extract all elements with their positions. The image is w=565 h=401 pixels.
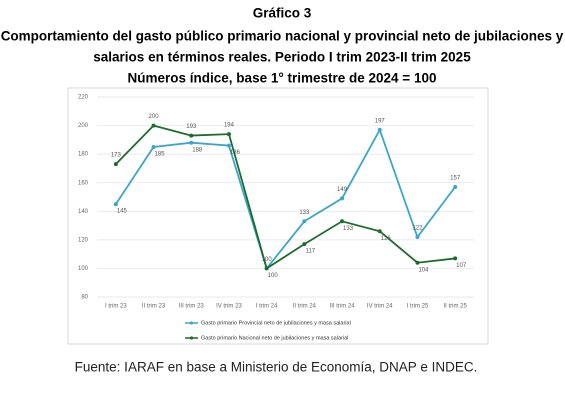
data-label: 193 [186, 124, 197, 130]
data-point [453, 256, 458, 261]
data-label: 100 [268, 273, 279, 279]
series-line [115, 124, 456, 270]
data-label: 122 [412, 226, 423, 232]
source: Fuente: IARAF en base a Ministerio de Ec… [75, 360, 478, 375]
data-point [302, 242, 307, 247]
chart-subtitle: Números índice, base 1° trimestre de 202… [128, 71, 437, 86]
chart-title: Gráfico 3 [253, 6, 312, 21]
y-tick-label: 140 [78, 209, 89, 215]
data-point [340, 219, 345, 224]
data-point [189, 133, 194, 138]
data-label: 149 [337, 187, 348, 193]
x-tick-label: II trim 23 [142, 304, 166, 310]
x-tick-label: IV trim 24 [367, 304, 393, 310]
y-tick-label: 220 [78, 95, 89, 101]
data-label: 126 [381, 236, 392, 242]
data-point [151, 145, 156, 149]
data-label: 104 [418, 267, 429, 273]
data-point [151, 123, 156, 128]
chart-frame [67, 87, 489, 345]
data-point [264, 266, 269, 271]
data-label: 185 [155, 152, 166, 158]
x-tick-label: I trim 23 [105, 304, 127, 310]
data-label: 197 [375, 118, 386, 124]
x-tick-label: II trim 25 [443, 304, 467, 310]
data-label: 194 [224, 123, 235, 129]
data-label: 186 [230, 150, 241, 156]
legend-marker [189, 321, 194, 325]
data-point [377, 229, 382, 234]
data-point [377, 127, 382, 132]
data-point [340, 196, 345, 201]
y-tick-label: 180 [78, 152, 89, 158]
data-label: 133 [343, 226, 354, 232]
data-label: 157 [450, 176, 461, 182]
data-label: 133 [299, 210, 310, 216]
data-point [415, 260, 420, 265]
y-tick-label: 100 [78, 266, 89, 272]
data-point [453, 185, 458, 189]
x-tick-label: I trim 24 [256, 304, 278, 310]
data-label: 100 [262, 257, 273, 263]
legend-label: Gasto primario Provincial neto de jubila… [201, 320, 351, 326]
y-tick-label: 80 [81, 295, 88, 301]
y-tick-label: 200 [78, 123, 89, 129]
series-line [115, 127, 456, 271]
chart-subtitle: Comportamiento del gasto público primari… [1, 29, 564, 44]
data-point [113, 202, 118, 207]
legend-marker [189, 336, 194, 340]
data-point [226, 143, 231, 148]
data-label: 107 [456, 263, 467, 269]
data-label: 173 [111, 153, 122, 159]
data-label: 188 [192, 147, 203, 153]
x-tick-label: I trim 25 [407, 304, 429, 310]
data-point [189, 140, 194, 145]
data-label: 117 [306, 249, 316, 255]
x-tick-label: III trim 24 [330, 304, 356, 310]
data-point [226, 132, 231, 137]
legend-label: Gasto primario Nacional neto de jubilaci… [201, 335, 348, 341]
x-tick-label: IV trim 23 [216, 304, 242, 310]
data-point [302, 219, 307, 224]
data-point [415, 235, 420, 239]
y-tick-label: 160 [78, 180, 89, 186]
y-tick-label: 120 [78, 237, 89, 243]
x-tick-label: III trim 23 [179, 304, 205, 310]
data-point [113, 162, 118, 167]
x-tick-label: II trim 24 [293, 304, 317, 310]
chart-subtitle: salarios en términos reales. Periodo I t… [93, 50, 471, 65]
data-label: 200 [149, 114, 160, 120]
data-label: 145 [117, 209, 128, 215]
